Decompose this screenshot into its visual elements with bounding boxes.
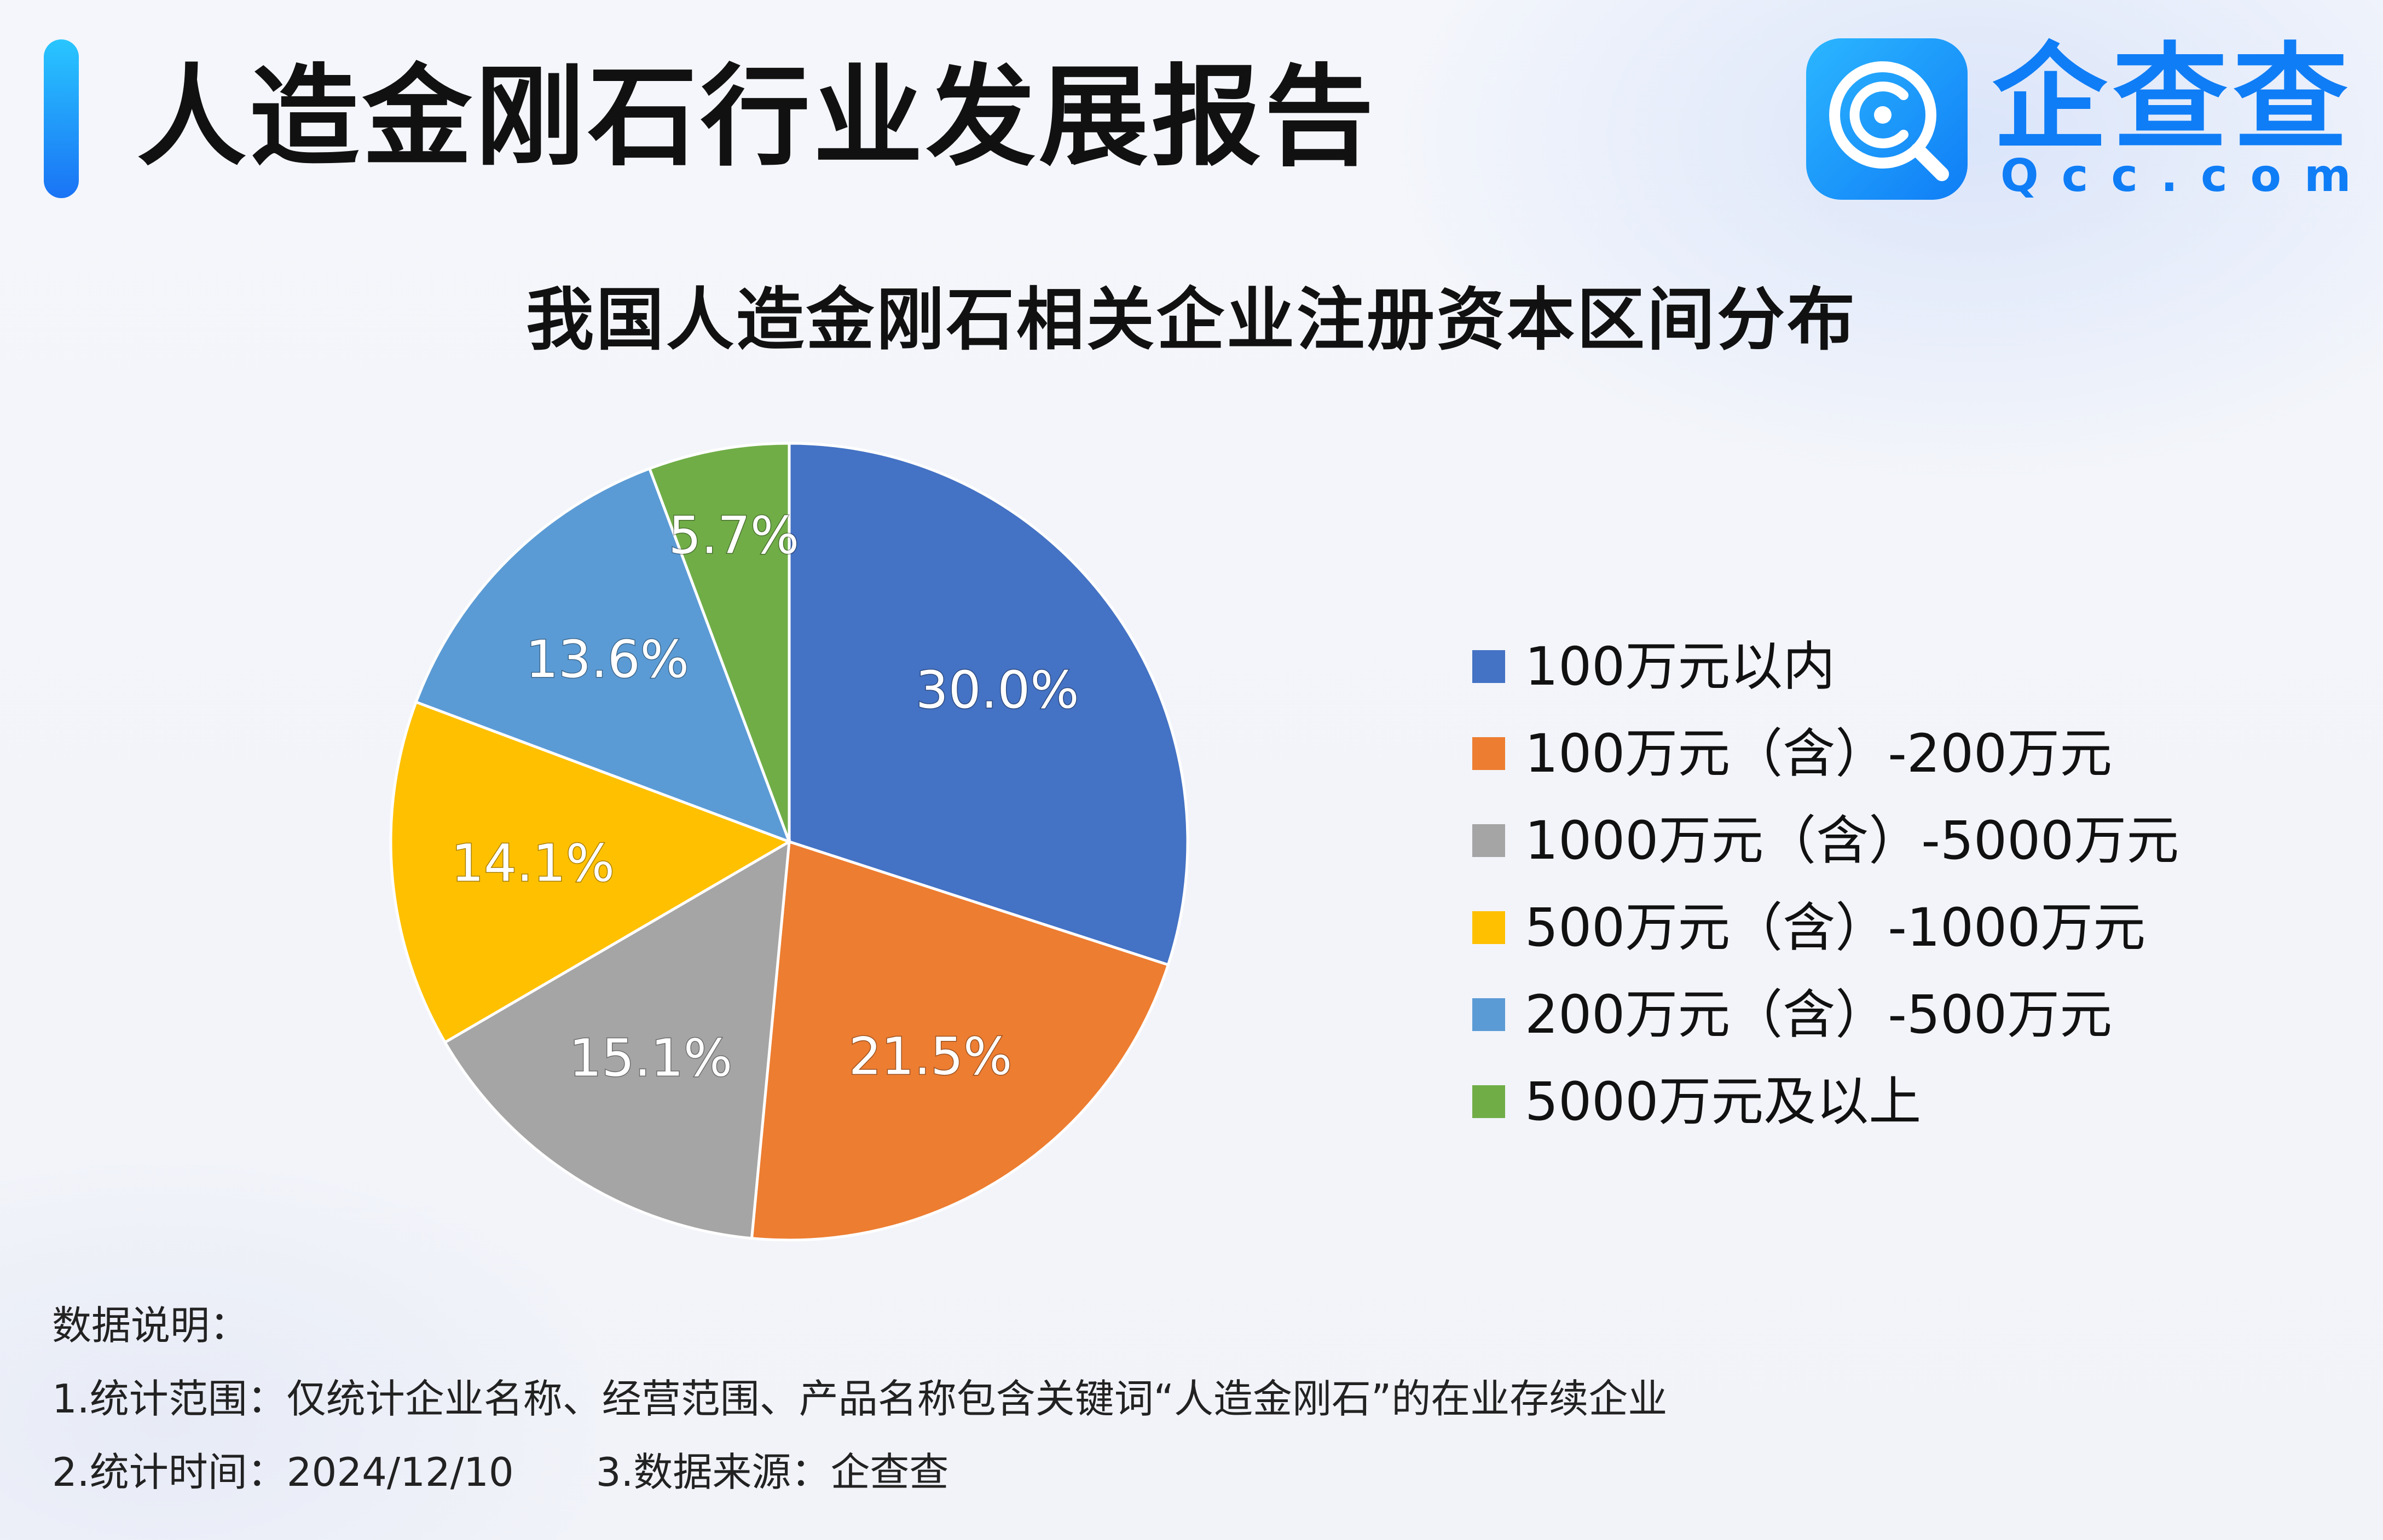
legend-swatch-2 <box>1472 737 1505 770</box>
pie-slice-6 <box>647 442 791 842</box>
pie-data-label-4: 14.1% <box>451 833 615 893</box>
notes-time: 2.统计时间：2024/12/10 <box>52 1449 514 1495</box>
notes-source: 3.数据来源：企查查 <box>595 1449 949 1495</box>
pie-slice-5 <box>414 466 792 844</box>
pie-data-label-6: 5.7% <box>668 506 799 566</box>
notes-time-source: 2.统计时间：2024/12/10 3.数据来源：企查查 <box>52 1435 1667 1509</box>
data-notes: 数据说明： 1.统计范围：仅统计企业名称、经营范围、产品名称包含关键词“人造金刚… <box>52 1289 1667 1509</box>
legend-label-1: 100万元以内 <box>1525 636 1836 697</box>
brand-domain: Qcc.com <box>2000 150 2374 202</box>
legend-swatch-4 <box>1472 911 1505 944</box>
brand-name: 企查查 <box>1992 31 2354 165</box>
notes-heading: 数据说明： <box>52 1302 250 1348</box>
legend-label-5: 200万元（含）-500万元 <box>1525 984 2113 1045</box>
pie-data-label-3: 15.1% <box>569 1029 733 1089</box>
legend-swatch-6 <box>1472 1085 1505 1118</box>
pie-slice-3 <box>443 839 791 1240</box>
pie-slice-1 <box>788 442 1189 967</box>
chart-title: 我国人造金刚石相关企业注册资本区间分布 <box>525 281 1857 360</box>
pie-slice-2 <box>750 840 1170 1242</box>
report-title: 人造金刚石行业发展报告 <box>137 54 1378 181</box>
legend-label-6: 5000万元及以上 <box>1525 1071 1922 1132</box>
title-accent-bar <box>44 39 79 198</box>
pie-data-label-1: 30.0% <box>916 661 1079 720</box>
notes-scope: 1.统计范围：仅统计企业名称、经营范围、产品名称包含关键词“人造金刚石”的在业存… <box>52 1376 1668 1422</box>
pie-slice-4 <box>389 700 793 1045</box>
pie-data-label-2: 21.5% <box>849 1027 1013 1086</box>
legend-swatch-1 <box>1472 650 1505 683</box>
pie-data-label-5: 13.6% <box>525 630 689 690</box>
legend-swatch-5 <box>1472 998 1505 1031</box>
legend-label-2: 100万元（含）-200万元 <box>1525 723 2113 784</box>
legend-label-3: 1000万元（含）-5000万元 <box>1525 810 2179 871</box>
qcc-magnifier-logo-icon <box>1806 38 1968 200</box>
legend-swatch-3 <box>1472 824 1505 857</box>
legend-label-4: 500万元（含）-1000万元 <box>1525 897 2146 958</box>
